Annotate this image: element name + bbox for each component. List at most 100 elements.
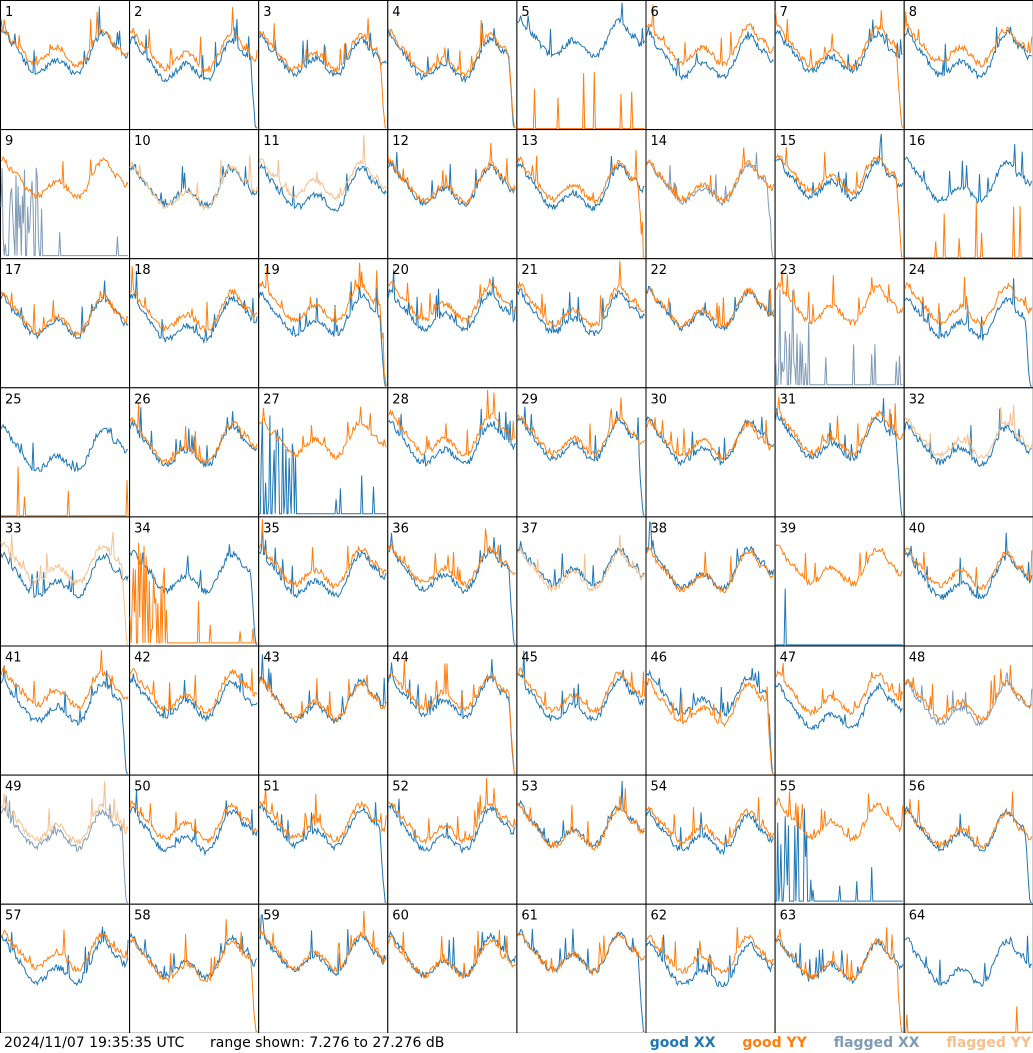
panel-label: 11 (263, 134, 280, 149)
panel-61: 61 (516, 903, 647, 1033)
series-flagged-xx (775, 289, 903, 386)
panel-label: 48 (909, 651, 926, 666)
legend-flagged-yy: flagged YY (946, 1035, 1031, 1051)
series-flagged-xx (904, 672, 1033, 727)
range-label: range shown: 7.276 to 27.276 dB (210, 1035, 445, 1051)
panel-label: 42 (134, 651, 151, 666)
series-good-xx (259, 415, 387, 515)
panel-frame (645, 129, 776, 260)
panel-label: 52 (392, 780, 409, 795)
series-good-yy (388, 660, 516, 774)
series-good-xx (646, 285, 775, 332)
series-good-xx (646, 809, 775, 856)
series-good-xx (0, 665, 129, 774)
panel-17: 17 (0, 258, 131, 389)
panel-31: 31 (774, 387, 905, 518)
panel-63: 63 (774, 903, 905, 1033)
panel-19: 19 (258, 258, 389, 389)
series-good-yy (129, 919, 258, 1032)
series-good-yy (517, 667, 645, 714)
panel-label: 57 (5, 909, 22, 924)
panel-frame (129, 903, 260, 1033)
panel-label: 26 (134, 392, 151, 407)
panel-42: 42 (129, 645, 260, 776)
panel-label: 64 (909, 909, 926, 924)
panel-frame (903, 645, 1033, 776)
panel-3: 3 (258, 0, 389, 131)
panel-48: 48 (903, 645, 1033, 776)
panel-32: 32 (903, 387, 1033, 518)
series-good-xx (129, 270, 258, 345)
panel-label: 34 (134, 521, 151, 536)
panel-45: 45 (516, 645, 647, 776)
series-good-xx (129, 544, 258, 645)
panel-label: 20 (392, 263, 409, 278)
panel-36: 36 (387, 516, 518, 647)
panel-23: 23 (774, 258, 905, 389)
series-good-yy (646, 287, 775, 329)
panel-label: 22 (651, 263, 668, 278)
series-good-yy (259, 787, 387, 843)
panel-49: 49 (0, 774, 131, 905)
panel-label: 53 (521, 780, 538, 795)
panel-label: 5 (521, 5, 529, 20)
series-flagged-xx (0, 795, 129, 903)
panel-label: 38 (651, 521, 668, 536)
panel-frame (774, 129, 905, 260)
panel-label: 35 (263, 521, 280, 536)
panel-label: 51 (263, 780, 280, 795)
panel-46: 46 (645, 645, 776, 776)
series-good-yy (775, 396, 904, 458)
series-good-yy (0, 11, 129, 69)
panel-64: 64 (903, 903, 1033, 1033)
panel-frame (387, 645, 518, 776)
panel-frame (0, 645, 131, 776)
panel-frame (645, 258, 776, 389)
panel-label: 19 (263, 263, 280, 278)
panel-frame (774, 0, 905, 131)
panel-27: 27 (258, 387, 389, 518)
panel-label: 28 (392, 392, 409, 407)
legend-good-yy: good YY (742, 1035, 807, 1051)
panel-label: 33 (5, 521, 22, 536)
footer: 2024/11/07 19:35:35 UTC range shown: 7.2… (0, 1033, 1033, 1053)
series-good-xx (0, 6, 129, 76)
panel-label: 41 (5, 651, 22, 666)
series-good-xx (516, 155, 645, 212)
panel-frame (129, 387, 260, 518)
series-good-xx (0, 551, 129, 599)
series-good-yy (387, 278, 516, 326)
series-good-xx (517, 2, 645, 59)
series-good-xx (775, 398, 903, 516)
panel-frame (645, 0, 776, 131)
panel-label: 37 (521, 521, 538, 536)
panel-frame (0, 903, 131, 1033)
series-good-xx (0, 926, 129, 987)
series-good-xx (775, 682, 903, 731)
series-good-yy (129, 266, 258, 333)
series-good-xx (387, 23, 516, 129)
panel-label: 13 (521, 134, 538, 149)
panel-37: 37 (516, 516, 647, 647)
series-good-xx (775, 588, 903, 646)
panel-20: 20 (387, 258, 518, 389)
series-good-xx (775, 938, 904, 985)
panel-62: 62 (645, 903, 776, 1033)
series-good-xx (646, 26, 774, 81)
panel-frame (129, 0, 260, 131)
series-good-yy (129, 800, 258, 845)
series-good-yy (646, 547, 775, 594)
panel-25: 25 (0, 387, 131, 518)
panel-label: 31 (780, 392, 797, 407)
panel-label: 6 (651, 5, 659, 20)
panel-57: 57 (0, 903, 131, 1033)
panel-label: 56 (909, 780, 926, 795)
panel-4: 4 (387, 0, 518, 131)
panel-2: 2 (129, 0, 260, 131)
panel-8: 8 (903, 0, 1033, 131)
panel-label: 29 (521, 392, 538, 407)
series-good-xx (129, 672, 258, 723)
panel-58: 58 (129, 903, 260, 1033)
panel-frame (645, 903, 776, 1033)
series-good-xx (904, 805, 1032, 903)
